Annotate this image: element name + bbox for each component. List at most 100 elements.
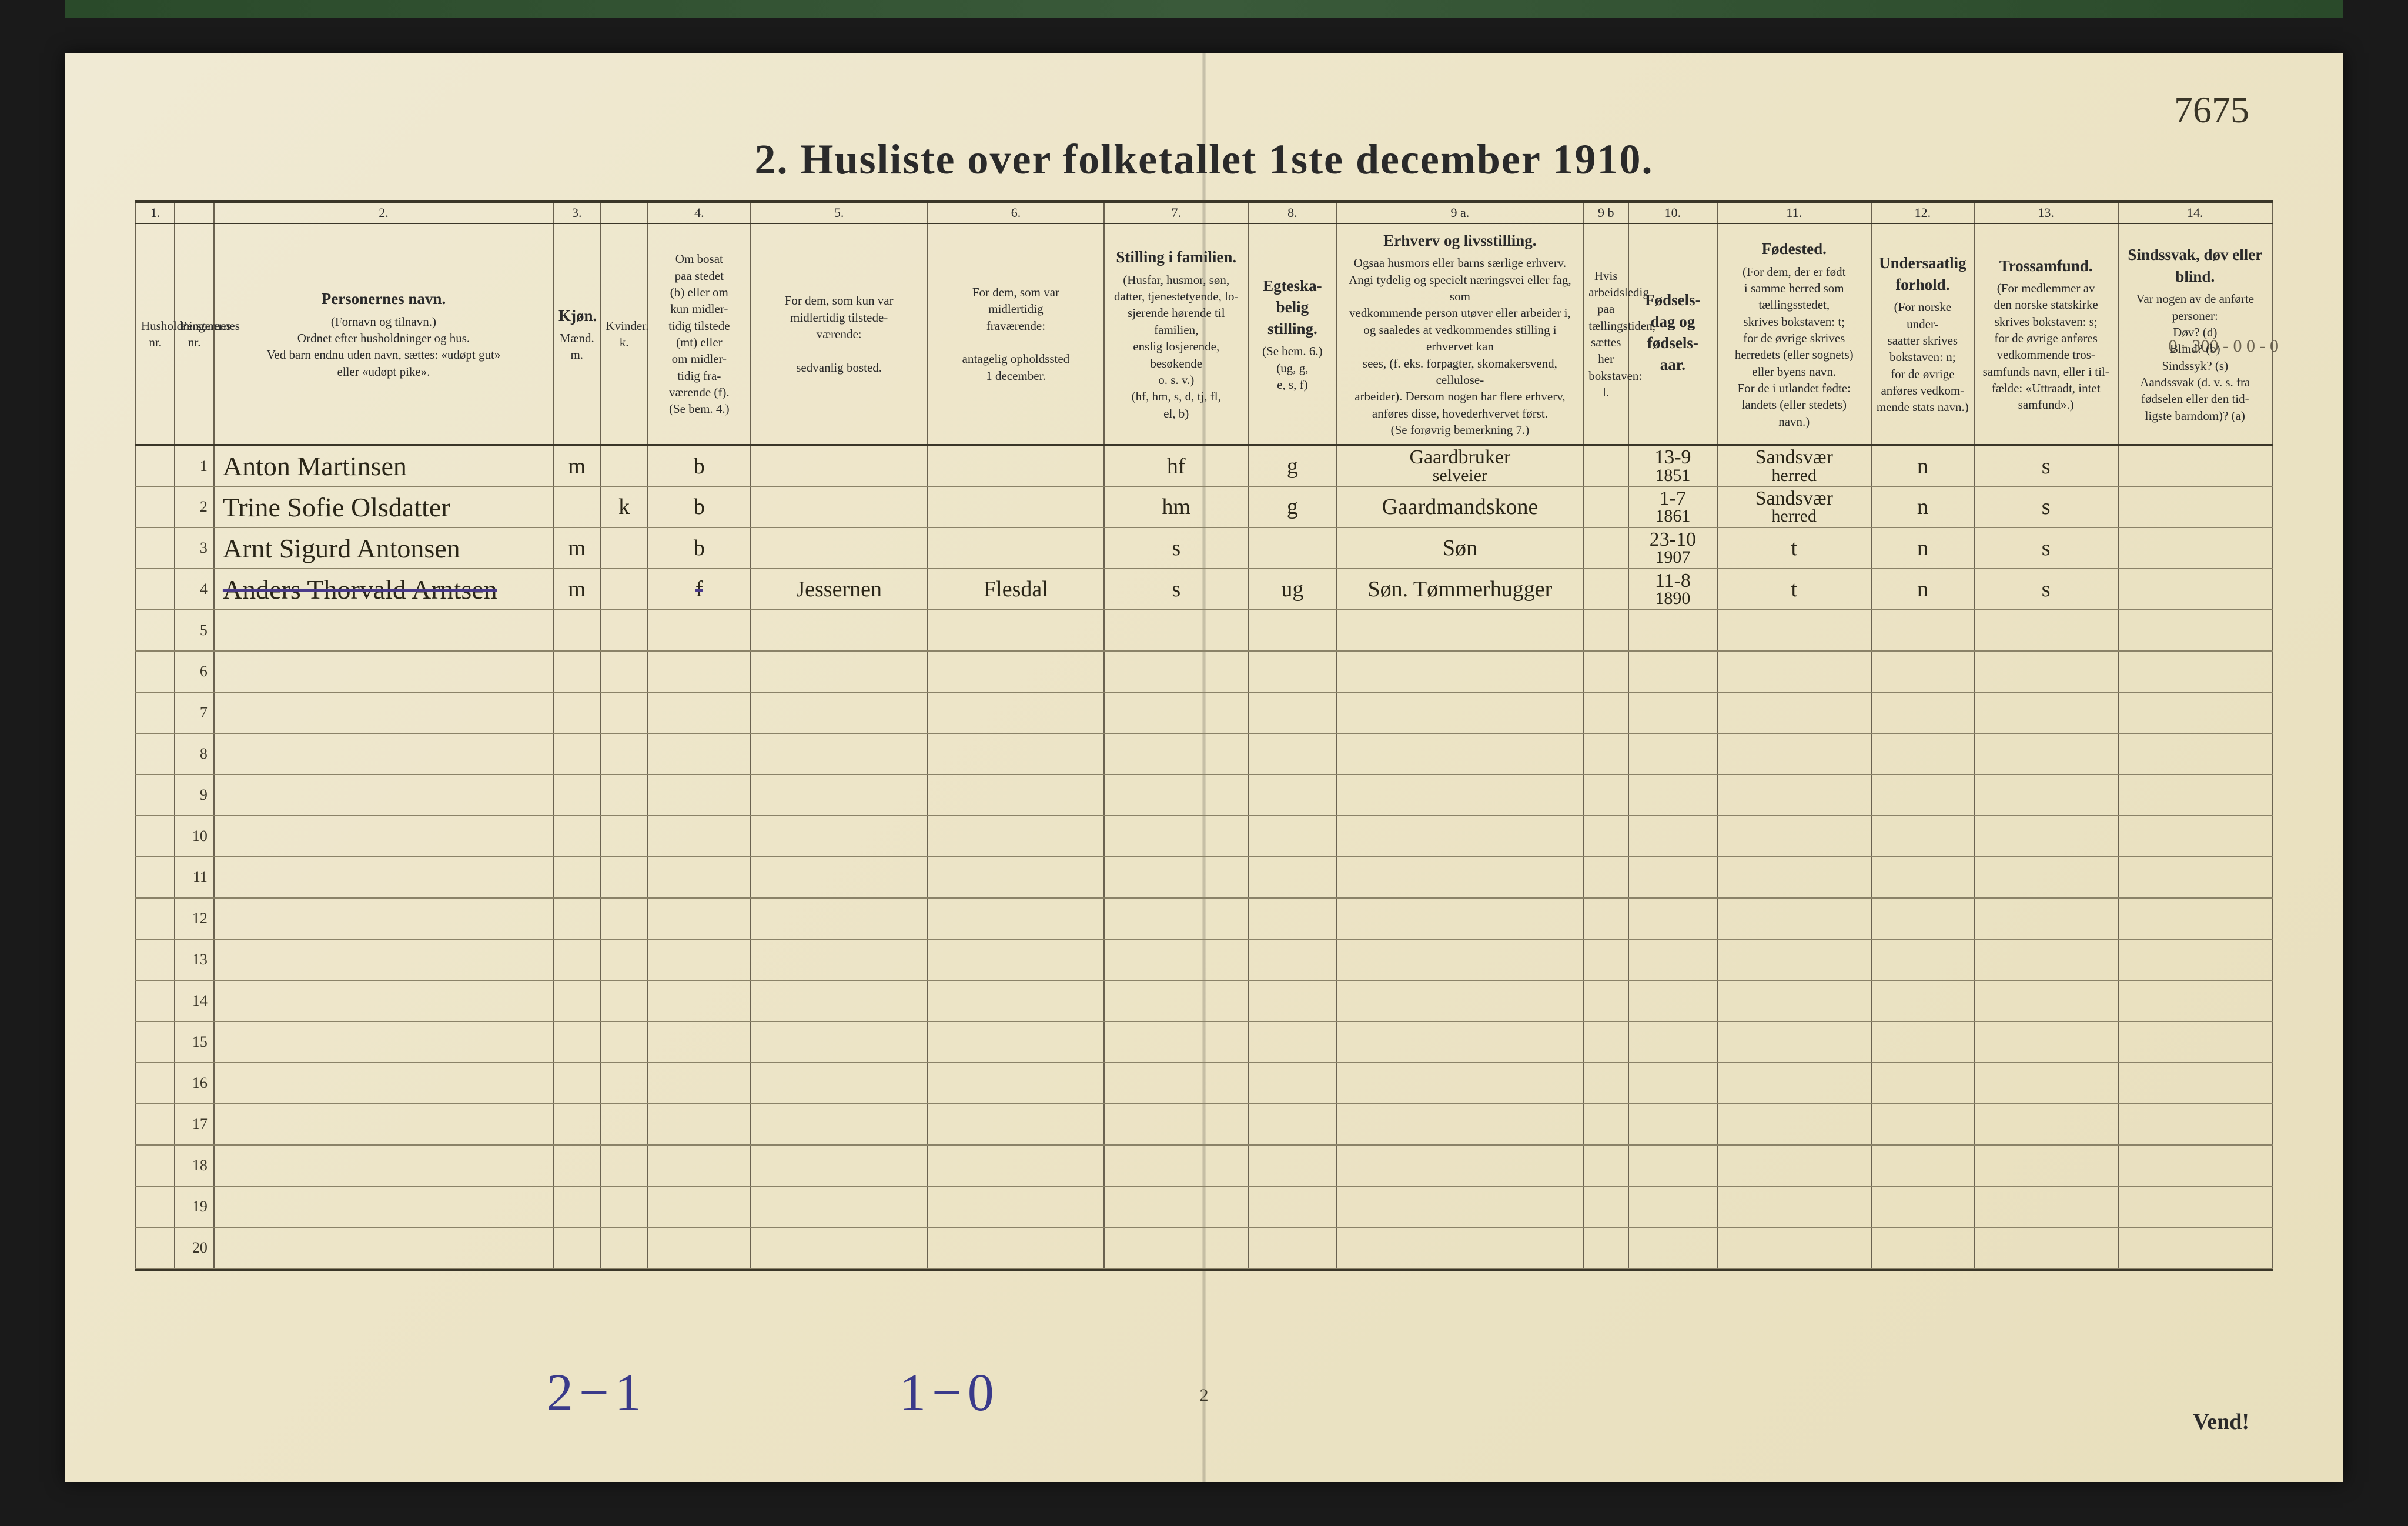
table-cell bbox=[1583, 651, 1628, 692]
table-cell bbox=[1871, 692, 1974, 733]
table-cell: 1-71861 bbox=[1628, 486, 1717, 527]
table-cell bbox=[648, 898, 751, 939]
table-cell bbox=[600, 898, 647, 939]
table-cell bbox=[1974, 939, 2118, 980]
table-cell bbox=[600, 651, 647, 692]
table-cell bbox=[1871, 774, 1974, 816]
table-cell bbox=[553, 939, 600, 980]
table-cell bbox=[136, 857, 175, 898]
table-row: 13 bbox=[136, 939, 2272, 980]
table-cell bbox=[1104, 1063, 1248, 1104]
table-cell bbox=[1628, 651, 1717, 692]
table-cell bbox=[1974, 898, 2118, 939]
table-cell bbox=[600, 980, 647, 1021]
table-cell bbox=[1104, 939, 1248, 980]
table-cell bbox=[751, 651, 928, 692]
table-cell bbox=[1583, 1021, 1628, 1063]
table-cell bbox=[136, 774, 175, 816]
table-cell bbox=[214, 939, 553, 980]
table-cell: 17 bbox=[175, 1104, 213, 1145]
table-cell: hf bbox=[1104, 445, 1248, 486]
table-cell bbox=[648, 1145, 751, 1186]
table-cell bbox=[553, 816, 600, 857]
table-cell bbox=[1871, 610, 1974, 651]
table-cell: 14 bbox=[175, 980, 213, 1021]
table-cell: g bbox=[1248, 486, 1336, 527]
table-cell: hm bbox=[1104, 486, 1248, 527]
table-cell bbox=[1871, 1021, 1974, 1063]
table-cell bbox=[214, 980, 553, 1021]
column-header: Om bosat paa stedet (b) eller om kun mid… bbox=[648, 223, 751, 445]
table-cell bbox=[928, 445, 1105, 486]
table-cell: 1 bbox=[175, 445, 213, 486]
table-cell bbox=[1974, 1104, 2118, 1145]
table-cell bbox=[214, 1104, 553, 1145]
table-cell bbox=[1717, 939, 1871, 980]
table-cell bbox=[751, 1063, 928, 1104]
table-cell bbox=[553, 610, 600, 651]
table-cell bbox=[928, 486, 1105, 527]
table-cell bbox=[1717, 733, 1871, 774]
table-cell bbox=[1104, 1021, 1248, 1063]
column-number: 3. bbox=[553, 203, 600, 223]
table-cell bbox=[136, 816, 175, 857]
table-cell bbox=[751, 1227, 928, 1268]
table-cell bbox=[2118, 857, 2272, 898]
table-cell bbox=[1248, 939, 1336, 980]
table-row: 11 bbox=[136, 857, 2272, 898]
table-cell bbox=[1583, 774, 1628, 816]
table-cell bbox=[136, 651, 175, 692]
table-cell bbox=[600, 939, 647, 980]
table-cell bbox=[1337, 774, 1584, 816]
table-cell bbox=[600, 1145, 647, 1186]
table-cell bbox=[648, 1104, 751, 1145]
table-row: 2Trine Sofie OlsdatterkbhmgGaardmandskon… bbox=[136, 486, 2272, 527]
table-row: 8 bbox=[136, 733, 2272, 774]
table-cell bbox=[1717, 816, 1871, 857]
table-cell bbox=[1628, 1021, 1717, 1063]
table-cell bbox=[1871, 939, 1974, 980]
table-cell bbox=[751, 898, 928, 939]
table-cell bbox=[1717, 1227, 1871, 1268]
table-cell bbox=[1248, 733, 1336, 774]
document-page: 7675 2. Husliste over folketallet 1ste d… bbox=[65, 53, 2343, 1482]
table-cell bbox=[600, 1021, 647, 1063]
table-cell bbox=[553, 733, 600, 774]
table-cell: 6 bbox=[175, 651, 213, 692]
table-cell bbox=[1628, 610, 1717, 651]
table-cell bbox=[553, 1063, 600, 1104]
table-row: 10 bbox=[136, 816, 2272, 857]
table-cell: 18 bbox=[175, 1145, 213, 1186]
table-cell bbox=[136, 898, 175, 939]
table-cell bbox=[751, 980, 928, 1021]
table-cell bbox=[2118, 610, 2272, 651]
table-cell bbox=[1583, 692, 1628, 733]
table-cell bbox=[928, 898, 1105, 939]
table-cell bbox=[928, 1063, 1105, 1104]
table-cell bbox=[648, 939, 751, 980]
table-cell bbox=[1337, 816, 1584, 857]
table-cell bbox=[2118, 1021, 2272, 1063]
table-cell: n bbox=[1871, 445, 1974, 486]
table-cell bbox=[2118, 1145, 2272, 1186]
table-row: 14 bbox=[136, 980, 2272, 1021]
table-row: 9 bbox=[136, 774, 2272, 816]
table-cell: 13 bbox=[175, 939, 213, 980]
table-cell bbox=[136, 1104, 175, 1145]
table-row: 20 bbox=[136, 1227, 2272, 1268]
column-header: Undersaatlig forhold.(For norske under- … bbox=[1871, 223, 1974, 445]
table-cell: s bbox=[1104, 527, 1248, 569]
table-cell bbox=[928, 733, 1105, 774]
table-cell bbox=[1583, 610, 1628, 651]
table-cell bbox=[1974, 733, 2118, 774]
table-cell bbox=[2118, 1186, 2272, 1227]
table-cell: Søn. Tømmerhugger bbox=[1337, 569, 1584, 610]
table-row: 1Anton MartinsenmbhfgGaardbrukerselveier… bbox=[136, 445, 2272, 486]
table-cell bbox=[136, 1063, 175, 1104]
table-cell bbox=[553, 1021, 600, 1063]
table-cell: 23-101907 bbox=[1628, 527, 1717, 569]
table-cell: s bbox=[1104, 569, 1248, 610]
table-cell bbox=[2118, 569, 2272, 610]
table-cell bbox=[1717, 651, 1871, 692]
table-cell bbox=[553, 1104, 600, 1145]
